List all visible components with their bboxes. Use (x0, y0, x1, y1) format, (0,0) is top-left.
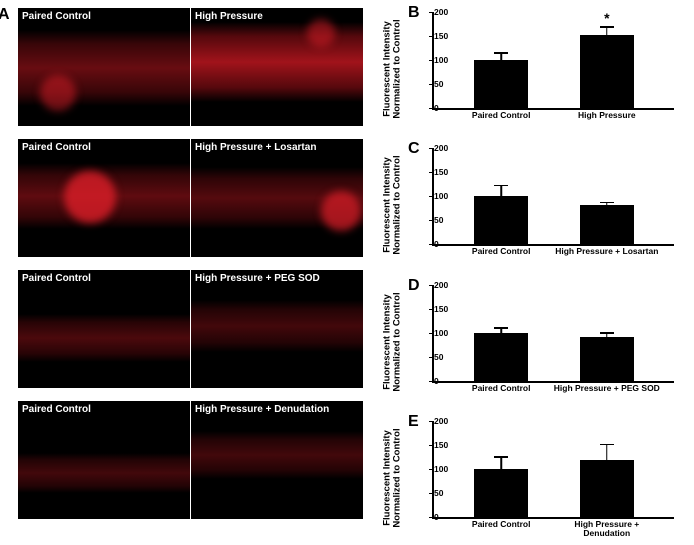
vessel-glow (191, 300, 363, 352)
error-cap (494, 52, 508, 54)
x-tick-label: Paired Control (472, 384, 531, 393)
fluorescent-blob (321, 191, 361, 231)
x-tick-label: Paired Control (472, 247, 531, 256)
error-cap (600, 202, 614, 204)
micrograph: High Pressure + PEG SOD (191, 270, 363, 388)
micrograph-label: High Pressure + PEG SOD (195, 273, 320, 284)
vessel-glow (18, 314, 190, 362)
error-bar (500, 185, 502, 196)
micrograph-label: High Pressure (195, 11, 263, 22)
fluorescent-blob (40, 75, 76, 111)
x-tick-label: High Pressure + Losartan (555, 247, 658, 256)
error-cap (494, 327, 508, 329)
panel-label-a: A (0, 6, 10, 24)
bar (474, 60, 528, 108)
micrograph-label: Paired Control (22, 404, 91, 415)
error-cap (494, 456, 508, 458)
plot-area: 050100150200Paired ControlHigh Pressure … (432, 148, 674, 246)
plot-area: 050100150200Paired ControlHigh Pressure … (432, 421, 674, 519)
panel-label: C (408, 140, 420, 158)
micrograph-label: Paired Control (22, 142, 91, 153)
y-axis-label: Fluorescent IntensityNormalized to Contr… (383, 14, 404, 124)
figure: A Paired ControlHigh PressurePaired Cont… (0, 0, 694, 545)
vessel-glow (18, 453, 190, 493)
x-tick-label: High Pressure + PEG SOD (554, 384, 660, 393)
x-tick-label: High Pressure +Denudation (574, 520, 639, 538)
bar (474, 196, 528, 244)
micrograph: Paired Control (18, 270, 190, 388)
x-tick-label: Paired Control (472, 111, 531, 120)
bar (474, 333, 528, 381)
micrograph-row: Paired Control High Pressure + Losartan (18, 139, 364, 257)
micrograph-label: Paired Control (22, 11, 91, 22)
plot-area: 050100150200Paired Control*High Pressure (432, 12, 674, 110)
micrograph: Paired Control (18, 401, 190, 519)
micrograph: High Pressure + Denudation (191, 401, 363, 519)
y-axis-label: Fluorescent IntensityNormalized to Contr… (383, 287, 404, 397)
bar (580, 460, 634, 517)
error-bar (500, 53, 502, 60)
bar (580, 337, 634, 380)
vessel-glow (191, 431, 363, 479)
micrograph-row: Paired Control High Pressure (18, 8, 364, 126)
fluorescent-blob (64, 171, 116, 223)
micrograph: High Pressure (191, 8, 363, 126)
x-tick-label: High Pressure (578, 111, 636, 120)
left-column: A Paired ControlHigh PressurePaired Cont… (0, 0, 370, 545)
y-axis-label: Fluorescent IntensityNormalized to Contr… (383, 423, 404, 533)
vessel-glow (191, 22, 363, 102)
panel-label: D (408, 277, 420, 295)
y-axis-label: Fluorescent IntensityNormalized to Contr… (383, 150, 404, 260)
micrograph-row: Paired Control High Pressure + PEG SOD (18, 270, 364, 388)
bar (474, 469, 528, 517)
right-column: BFluorescent IntensityNormalized to Cont… (370, 0, 694, 545)
fluorescent-blob (307, 19, 335, 47)
micrograph-label: Paired Control (22, 273, 91, 284)
bar (580, 35, 634, 108)
bar (580, 205, 634, 244)
significance-marker: * (604, 10, 609, 26)
chart: BFluorescent IntensityNormalized to Cont… (370, 6, 684, 132)
chart: EFluorescent IntensityNormalized to Cont… (370, 415, 684, 541)
x-tick-label: Paired Control (472, 520, 531, 529)
panel-label: E (408, 413, 419, 431)
micrograph-label: High Pressure + Denudation (195, 404, 329, 415)
micrograph: Paired Control (18, 139, 190, 257)
error-cap (494, 185, 508, 187)
micrograph: High Pressure + Losartan (191, 139, 363, 257)
chart: CFluorescent IntensityNormalized to Cont… (370, 142, 684, 268)
error-cap (600, 444, 614, 446)
panel-label: B (408, 4, 420, 22)
chart: DFluorescent IntensityNormalized to Cont… (370, 279, 684, 405)
error-cap (600, 26, 614, 28)
micrograph-row: Paired Control High Pressure + Denudation (18, 401, 364, 519)
plot-area: 050100150200Paired ControlHigh Pressure … (432, 285, 674, 383)
error-bar (606, 27, 608, 35)
error-cap (600, 332, 614, 334)
micrograph-grid: Paired ControlHigh PressurePaired Contro… (18, 8, 364, 519)
micrograph-label: High Pressure + Losartan (195, 142, 316, 153)
error-bar (606, 444, 608, 460)
micrograph: Paired Control (18, 8, 190, 126)
error-bar (500, 457, 502, 469)
